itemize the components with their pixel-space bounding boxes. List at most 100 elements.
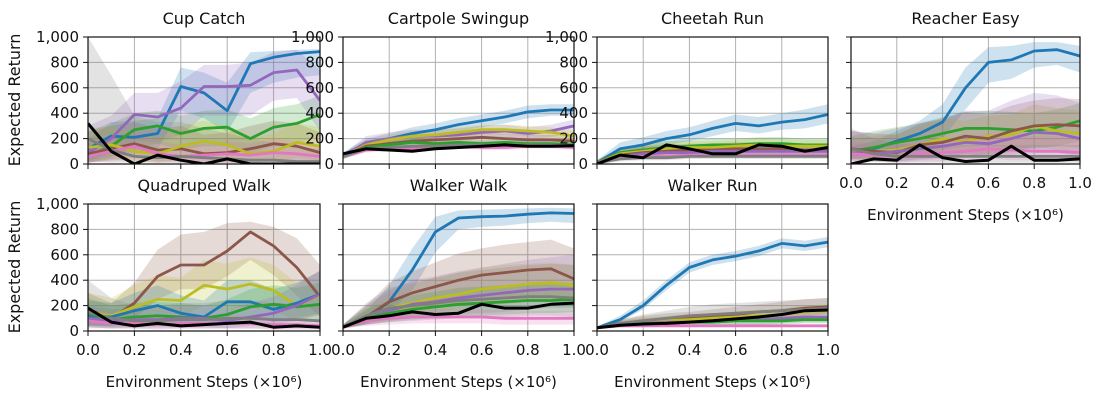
series-line-0: [88, 230, 320, 320]
y-tick-label: 800: [305, 53, 334, 71]
y-tick-label: 1,000: [545, 28, 588, 46]
y-tick-label: 800: [50, 220, 79, 238]
axes-frame: [342, 203, 575, 332]
subplot-title: Cartpole Swingup: [388, 9, 529, 28]
y-tick-label: 0: [69, 155, 79, 173]
series-line-7: [597, 143, 828, 164]
subplot-title: Reacher Easy: [911, 9, 1019, 28]
subplot-title: Walker Run: [668, 176, 758, 195]
series-line-5: [597, 324, 828, 330]
x-axis-label: Environment Steps (×10⁶): [106, 373, 303, 391]
plot-area: [343, 104, 574, 159]
plot-area: [88, 37, 320, 164]
y-tick-label: 800: [559, 53, 588, 71]
series-line-5: [88, 144, 320, 158]
series-band-1: [851, 103, 1080, 159]
series-line-7: [88, 306, 320, 329]
x-axis-label: Environment Steps (×10⁶): [360, 373, 557, 391]
y-axis-label-bottom-row: Expected Return: [5, 201, 24, 334]
axes-frame: [87, 36, 321, 165]
series-line-1: [88, 113, 320, 158]
x-tick-label: 0.4: [931, 174, 955, 192]
series-line-7: [343, 301, 574, 329]
y-tick-label: 0: [578, 155, 588, 173]
series-line-1: [88, 282, 320, 318]
axes-frame: [596, 36, 829, 165]
subplot-cup-catch: Cup Catch 0 200 400 600 800 1,000: [36, 9, 321, 173]
series-line-4: [597, 149, 828, 164]
axes-frame: [87, 203, 321, 332]
series-line-7: [597, 308, 828, 330]
x-tick-label: 0.0: [76, 341, 100, 359]
series-band-0: [851, 42, 1080, 157]
y-tick-label: 1,000: [36, 28, 79, 46]
y-tick-label: 200: [559, 130, 588, 148]
x-tick-label: 0.6: [470, 341, 494, 359]
series-line-6: [597, 306, 828, 330]
series-line-6: [88, 310, 320, 323]
x-tick-label: 0.4: [169, 341, 193, 359]
series-line-2: [343, 128, 574, 158]
x-tick-label: 0.2: [885, 174, 909, 192]
series-band-0: [88, 221, 320, 326]
x-tick-label: 0.4: [677, 341, 701, 359]
series-line-0: [597, 113, 828, 164]
x-tick-label: 0.6: [976, 174, 1000, 192]
series-line-3: [343, 287, 574, 329]
plot-area: [343, 207, 574, 329]
series-line-4: [851, 130, 1080, 156]
y-tick-label: 1,000: [291, 28, 334, 46]
subplot-reacher-easy: Reacher Easy 0.0 0.2 0.4 0.6 0.8 1.0Environmen…: [839, 9, 1092, 224]
axes-frame: [850, 36, 1081, 165]
subplot-title: Cheetah Run: [661, 9, 764, 28]
y-tick-label: 800: [50, 53, 79, 71]
y-tick-label: 400: [50, 104, 79, 122]
subplot-walker-run: Walker Run 0.0 0.2 0.4 0.6 0.8 1.0 Environment …: [585, 176, 840, 391]
subplot-title: Quadruped Walk: [138, 176, 272, 195]
series-line-7: [851, 143, 1080, 164]
y-tick-label: 200: [305, 130, 334, 148]
y-tick-label: 200: [50, 130, 79, 148]
series-line-6: [88, 137, 320, 163]
x-tick-label: 0.6: [215, 341, 239, 359]
x-tick-label: 0.0: [585, 341, 609, 359]
y-tick-label: 400: [305, 104, 334, 122]
y-tick-label: 600: [50, 79, 79, 97]
series-band-6: [88, 37, 320, 164]
subplot-walker-walk: Walker Walk 0.0 0.2 0.4 0.6 0.8 1.0 Environment…: [331, 176, 586, 391]
series-line-6: [851, 147, 1080, 158]
subplot-quadruped-walk: Quadruped Walk 0 200 400 600 800 1,000 0.0 0.2 0.…: [36, 176, 332, 391]
x-tick-label: 1.0: [562, 341, 586, 359]
x-axis-label: Environment Steps (×10⁶): [614, 373, 811, 391]
x-tick-label: 1.0: [308, 341, 332, 359]
axes-frame: [596, 203, 829, 332]
x-tick-label: 0.6: [724, 341, 748, 359]
y-tick-label: 0: [324, 155, 334, 173]
subplot-cartpole-swingup: Cartpole Swingup 0 200 400 600 800 1,000: [291, 9, 575, 173]
x-tick-label: 0.2: [631, 341, 655, 359]
series-band-0: [88, 49, 320, 162]
series-line-7: [343, 143, 574, 156]
y-tick-label: 1,000: [36, 195, 79, 213]
plot-area: [597, 237, 828, 330]
y-tick-label: 600: [50, 246, 79, 264]
x-tick-label: 0.2: [122, 341, 146, 359]
y-tick-label: 600: [305, 79, 334, 97]
y-axis-label-top-row: Expected Return: [5, 34, 24, 167]
series-band-2: [851, 104, 1080, 159]
plot-area: [88, 221, 320, 330]
subplot-cheetah-run: Cheetah Run 0 200 400 600 800 1,000: [545, 9, 829, 173]
series-line-7: [88, 122, 320, 164]
x-tick-label: 0.2: [377, 341, 401, 359]
subplot-title: Cup Catch: [163, 9, 246, 28]
axes-frame: [342, 36, 575, 165]
series-line-4: [343, 297, 574, 329]
x-tick-label: 0.0: [839, 174, 863, 192]
series-band-0: [597, 104, 828, 164]
subplot-title: Walker Walk: [410, 176, 508, 195]
y-tick-label: 600: [559, 79, 588, 97]
series-line-1: [343, 267, 574, 329]
